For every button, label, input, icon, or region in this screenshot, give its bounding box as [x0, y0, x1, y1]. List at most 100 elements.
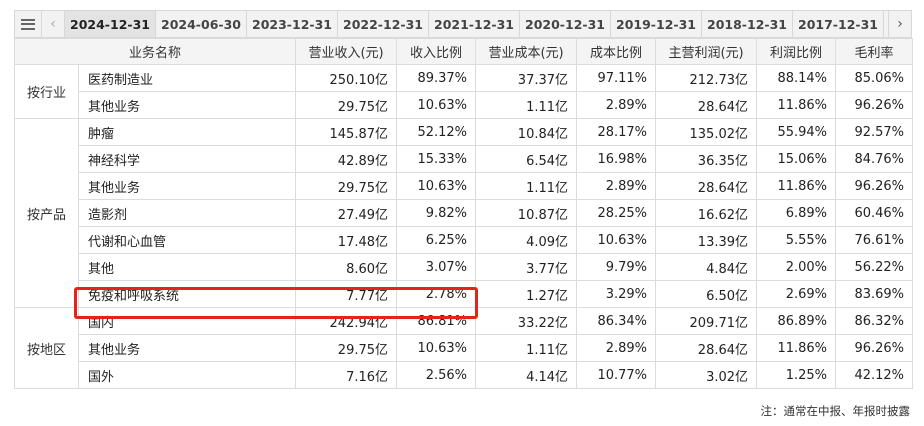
tab-2024-06-30[interactable]: 2024-06-30: [156, 11, 247, 37]
cost-cell: 1.11亿: [475, 172, 578, 200]
revenue-cell: 250.10亿: [295, 64, 398, 92]
cost-ratio-cell: 10.63%: [576, 226, 657, 254]
profit-cell: 28.64亿: [655, 334, 758, 362]
profit-ratio-cell: 88.14%: [756, 64, 837, 92]
cost-ratio-cell: 3.29%: [576, 280, 657, 308]
tab-2023-12-31[interactable]: 2023-12-31: [247, 11, 338, 37]
table-row: 其他业务 29.75亿 10.63% 1.11亿 2.89% 28.64亿 11.86% 96…: [15, 91, 914, 119]
gross-margin-cell: 85.06%: [835, 64, 914, 92]
cost-ratio-cell: 2.89%: [576, 334, 657, 362]
cost-ratio-cell: 10.77%: [576, 361, 657, 389]
cost-ratio-cell: 97.11%: [576, 64, 657, 92]
header-cost-ratio: 成本比例: [576, 38, 657, 65]
report-date-tabs: 2024-12-31 2024-06-30 2023-12-31 2022-12-31…: [65, 11, 888, 37]
cost-cell: 3.77亿: [475, 253, 578, 281]
revenue-cell: 27.49亿: [295, 199, 398, 227]
business-name-cell: 医药制造业: [77, 64, 297, 92]
gross-margin-cell: 92.57%: [835, 118, 914, 146]
profit-ratio-cell: 2.00%: [756, 253, 837, 281]
business-name-cell: 其他业务: [77, 334, 297, 362]
revenue-cell: 145.87亿: [295, 118, 398, 146]
cost-cell: 1.27亿: [475, 280, 578, 308]
business-name-cell: 肿瘤: [77, 118, 297, 146]
tab-2018-12-31[interactable]: 2018-12-31: [702, 11, 793, 37]
profit-cell: 209.71亿: [655, 307, 758, 335]
profit-ratio-cell: 6.89%: [756, 199, 837, 227]
table-header-row: 业务名称 营业收入(元) 收入比例 营业成本(元) 成本比例 主营利润(元) 利…: [13, 38, 914, 65]
table-row: 按产品 肿瘤 145.87亿 52.12% 10.84亿 28.17% 135.02亿 55.…: [14, 118, 914, 308]
table-row: 按地区 国内 242.94亿 86.81% 33.22亿 86.34% 209.71亿 86.…: [14, 307, 914, 389]
profit-cell: 16.62亿: [655, 199, 758, 227]
cost-ratio-cell: 28.25%: [576, 199, 657, 227]
cost-cell: 10.87亿: [475, 199, 578, 227]
revenue-ratio-cell: 89.37%: [396, 64, 477, 92]
profit-cell: 6.50亿: [655, 280, 758, 308]
profit-cell: 13.39亿: [655, 226, 758, 254]
cost-ratio-cell: 2.89%: [576, 172, 657, 200]
revenue-cell: 29.75亿: [295, 334, 398, 362]
header-profit-ratio: 利润比例: [756, 38, 837, 65]
menu-icon: [21, 18, 35, 30]
tab-2019-12-31[interactable]: 2019-12-31: [611, 11, 702, 37]
revenue-ratio-cell: 86.81%: [396, 307, 477, 335]
gross-margin-cell: 76.61%: [835, 226, 914, 254]
revenue-ratio-cell: 10.63%: [396, 334, 477, 362]
business-name-cell: 其他业务: [77, 172, 297, 200]
cost-ratio-cell: 28.17%: [576, 118, 657, 146]
profit-ratio-cell: 15.06%: [756, 145, 837, 173]
profit-ratio-cell: 86.89%: [756, 307, 837, 335]
menu-button[interactable]: [15, 11, 42, 37]
cost-cell: 10.84亿: [475, 118, 578, 146]
revenue-ratio-cell: 2.56%: [396, 361, 477, 389]
business-composition-table: 业务名称 营业收入(元) 收入比例 营业成本(元) 成本比例 主营利润(元) 利…: [13, 38, 914, 389]
business-name-cell: 其他: [77, 253, 297, 281]
profit-ratio-cell: 11.86%: [756, 172, 837, 200]
profit-cell: 3.02亿: [655, 361, 758, 389]
profit-cell: 36.35亿: [655, 145, 758, 173]
table-row: 按行业 医药制造业 250.10亿 89.37% 37.37亿 97.11% 212.73亿…: [14, 64, 914, 119]
group-label: 按地区: [14, 307, 79, 389]
table-row: 造影剂 27.49亿 9.82% 10.87亿 28.25% 16.62亿 6.89% 60.…: [15, 199, 914, 227]
header-revenue-ratio: 收入比例: [396, 38, 477, 65]
table-row: 代谢和心血管 17.48亿 6.25% 4.09亿 10.63% 13.39亿 5.55% 7…: [15, 226, 914, 254]
tab-2017-12-31[interactable]: 2017-12-31: [793, 11, 884, 37]
revenue-ratio-cell: 52.12%: [396, 118, 477, 146]
group-label: 按行业: [14, 64, 79, 119]
gross-margin-cell: 56.22%: [835, 253, 914, 281]
revenue-ratio-cell: 2.78%: [396, 280, 477, 308]
chevron-right-icon[interactable]: ›: [888, 11, 911, 37]
profit-ratio-cell: 55.94%: [756, 118, 837, 146]
revenue-ratio-cell: 3.07%: [396, 253, 477, 281]
disclosure-note: 注：通常在中报、年报时披露: [760, 404, 911, 418]
profit-ratio-cell: 11.86%: [756, 91, 837, 119]
profit-ratio-cell: 11.86%: [756, 334, 837, 362]
tab-2022-12-31[interactable]: 2022-12-31: [338, 11, 429, 37]
cost-cell: 1.11亿: [475, 334, 578, 362]
gross-margin-cell: 96.26%: [835, 172, 914, 200]
tab-2021-12-31[interactable]: 2021-12-31: [429, 11, 520, 37]
cost-cell: 4.14亿: [475, 361, 578, 389]
profit-cell: 212.73亿: [655, 64, 758, 92]
cost-cell: 6.54亿: [475, 145, 578, 173]
gross-margin-cell: 86.32%: [835, 307, 914, 335]
tab-2020-12-31[interactable]: 2020-12-31: [520, 11, 611, 37]
gross-margin-cell: 42.12%: [835, 361, 914, 389]
gross-margin-cell: 96.26%: [835, 91, 914, 119]
profit-cell: 135.02亿: [655, 118, 758, 146]
revenue-cell: 29.75亿: [295, 91, 398, 119]
business-name-cell: 造影剂: [77, 199, 297, 227]
profit-ratio-cell: 2.69%: [756, 280, 837, 308]
chevron-left-icon[interactable]: ‹: [42, 11, 65, 37]
business-name-cell: 代谢和心血管: [77, 226, 297, 254]
revenue-cell: 8.60亿: [295, 253, 398, 281]
revenue-ratio-cell: 9.82%: [396, 199, 477, 227]
cost-cell: 1.11亿: [475, 91, 578, 119]
report-date-tabbar: ‹ 2024-12-31 2024-06-30 2023-12-31 2022-12-…: [14, 10, 912, 38]
business-name-cell: 其他业务: [77, 91, 297, 119]
tab-2024-12-31[interactable]: 2024-12-31: [65, 11, 156, 37]
table-row: 其他业务 29.75亿 10.63% 1.11亿 2.89% 28.64亿 11.86% 96…: [15, 172, 914, 200]
cost-ratio-cell: 86.34%: [576, 307, 657, 335]
profit-ratio-cell: 5.55%: [756, 226, 837, 254]
cost-cell: 4.09亿: [475, 226, 578, 254]
business-name-cell: 免疫和呼吸系统: [77, 280, 297, 308]
